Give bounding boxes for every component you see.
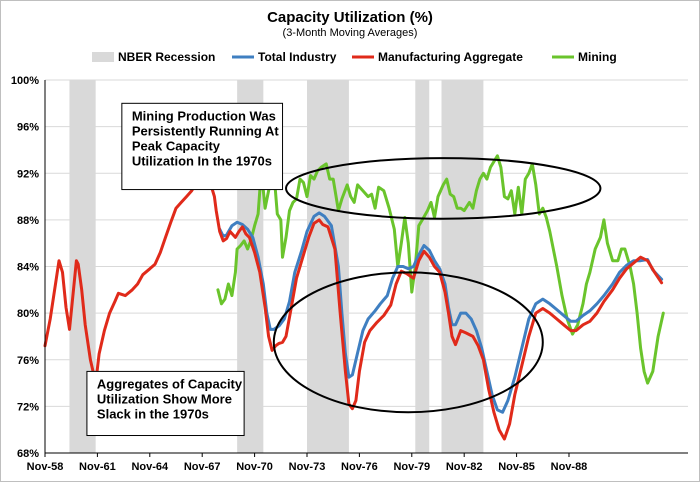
y-tick-label: 80% [17, 308, 39, 320]
annotation-text-line: Utilization In the 1970s [132, 153, 272, 168]
y-tick-label: 100% [11, 75, 39, 87]
annotation-text-line: Persistently Running At [132, 123, 280, 138]
x-tick-label: Nov-64 [131, 461, 169, 473]
x-tick-label: Nov-61 [79, 461, 116, 473]
y-tick-label: 92% [17, 168, 39, 180]
x-tick-label: Nov-58 [27, 461, 64, 473]
legend-label: Manufacturing Aggregate [378, 50, 523, 64]
x-tick-label: Nov-88 [551, 461, 588, 473]
series-manufacturing-aggregate [43, 176, 664, 441]
annotation-text-line: Mining Production Was [132, 108, 276, 123]
axes: 68% 72% 76% 80% 84% 88% 92% 96% 100% Nov-58 Nov-61… [11, 75, 688, 473]
x-tick-label: Nov-79 [393, 461, 430, 473]
y-tick-label: 96% [17, 122, 39, 134]
x-tick-label: Nov-76 [341, 461, 378, 473]
y-tick-label: 88% [17, 215, 39, 227]
y-tick-label: 84% [17, 262, 39, 274]
annotation-text-line: Utilization Show More [97, 391, 232, 406]
annotation-ellipse [285, 157, 602, 220]
series-lines [43, 154, 665, 441]
chart-title: Capacity Utilization (%) [267, 9, 433, 26]
annotation-text-line: Aggregates of Capacity [97, 376, 243, 391]
x-tick-label: Nov-70 [236, 461, 273, 473]
legend-label: NBER Recession [118, 50, 215, 64]
legend-swatch-recession [92, 52, 114, 62]
x-tick-label: Nov-85 [498, 461, 535, 473]
annotation-text-line: Peak Capacity [132, 138, 221, 153]
annotation-text-line: Slack in the 1970s [97, 406, 209, 421]
annotation-ellipse [272, 271, 544, 414]
chart-subtitle: (3-Month Moving Averages) [283, 27, 418, 39]
legend-label: Total Industry [258, 50, 337, 64]
x-tick-label: Nov-82 [446, 461, 483, 473]
series-total-industry [218, 211, 664, 414]
y-tick-label: 72% [17, 401, 39, 413]
x-tick-label: Nov-67 [184, 461, 221, 473]
annotation-box [121, 102, 284, 191]
y-tick-label: 68% [17, 448, 39, 460]
legend: NBER Recession Total Industry Manufacturin… [92, 50, 617, 64]
y-tick-label: 76% [17, 355, 39, 367]
annotation-box [86, 370, 245, 437]
legend-label: Mining [578, 50, 617, 64]
gridlines [45, 79, 688, 407]
x-tick-label: Nov-73 [289, 461, 326, 473]
